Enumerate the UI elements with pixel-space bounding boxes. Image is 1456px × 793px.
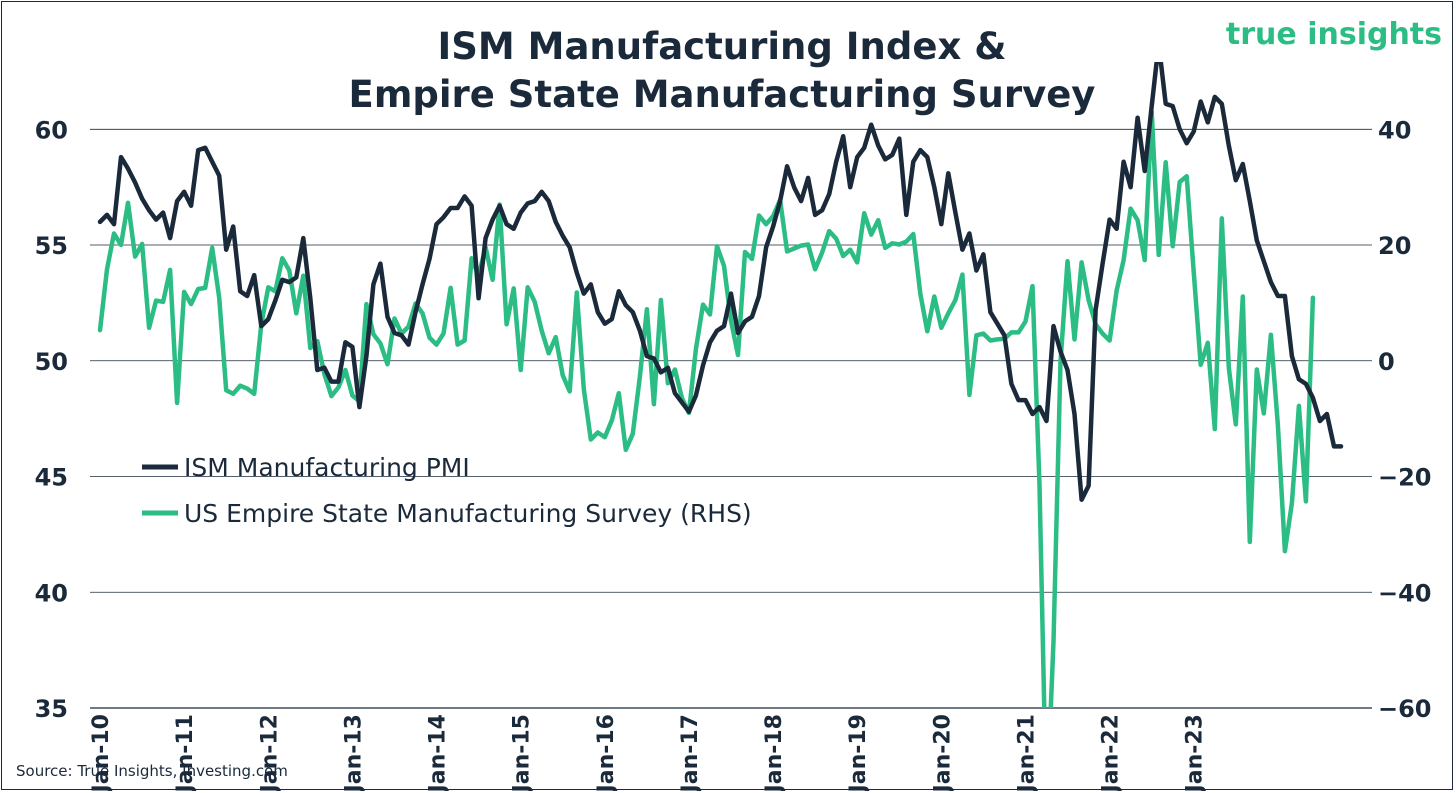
chart-title-line-2: Empire State Manufacturing Survey xyxy=(349,73,1096,116)
y-left-tick-label: 45 xyxy=(35,464,68,492)
legend-label-empire: US Empire State Manufacturing Survey (RH… xyxy=(184,499,752,528)
x-tick-label: Jan-17 xyxy=(678,714,703,791)
y-axis-left: 60 55 50 45 40 35 xyxy=(35,116,68,723)
chart-title-line-1: ISM Manufacturing Index & xyxy=(438,25,1007,68)
series-line-ism xyxy=(97,62,1344,502)
y-right-tick-label: −40 xyxy=(1378,579,1432,607)
y-left-tick-label: 55 xyxy=(35,232,68,260)
x-tick-label: Jan-13 xyxy=(341,714,366,791)
y-right-tick-label: −60 xyxy=(1378,695,1432,723)
x-tick-label: Jan-22 xyxy=(1099,714,1124,791)
series-line-empire xyxy=(97,109,1316,708)
x-tick-label: Jan-23 xyxy=(1183,714,1208,791)
y-right-tick-label: 0 xyxy=(1378,348,1395,376)
source-note: Source: True Insights, Investing.com xyxy=(16,762,288,780)
y-left-tick-label: 50 xyxy=(35,348,68,376)
x-tick-label: Jan-12 xyxy=(257,714,282,791)
x-tick-label: Jan-11 xyxy=(173,714,198,791)
y-right-tick-label: 40 xyxy=(1378,116,1411,144)
x-axis: Jan-10 Jan-11 Jan-12 Jan-13 Jan-14 Jan-15 Jan-… xyxy=(89,707,1372,791)
legend: ISM Manufacturing PMI US Empire State Ma… xyxy=(142,453,752,528)
y-right-tick-label: −20 xyxy=(1378,464,1432,492)
y-left-tick-label: 60 xyxy=(35,116,68,144)
x-tick-label: Jan-21 xyxy=(1014,714,1039,791)
x-tick-label: Jan-14 xyxy=(426,714,451,791)
legend-label-ism: ISM Manufacturing PMI xyxy=(184,453,470,482)
y-left-tick-label: 40 xyxy=(35,579,68,607)
x-tick-label: Jan-19 xyxy=(846,714,871,791)
y-left-tick-label: 35 xyxy=(35,695,68,723)
x-tick-label: Jan-10 xyxy=(89,714,114,791)
x-tick-label: Jan-18 xyxy=(762,714,787,791)
brand-logo: true insights xyxy=(1226,17,1442,52)
y-axis-right: 40 20 0 −20 −40 −60 xyxy=(1378,116,1432,723)
x-tick-label: Jan-15 xyxy=(510,714,535,791)
x-tick-label: Jan-16 xyxy=(594,714,619,791)
y-right-tick-label: 20 xyxy=(1378,232,1411,260)
x-tick-label: Jan-20 xyxy=(930,714,955,791)
series-lines xyxy=(97,62,1344,708)
